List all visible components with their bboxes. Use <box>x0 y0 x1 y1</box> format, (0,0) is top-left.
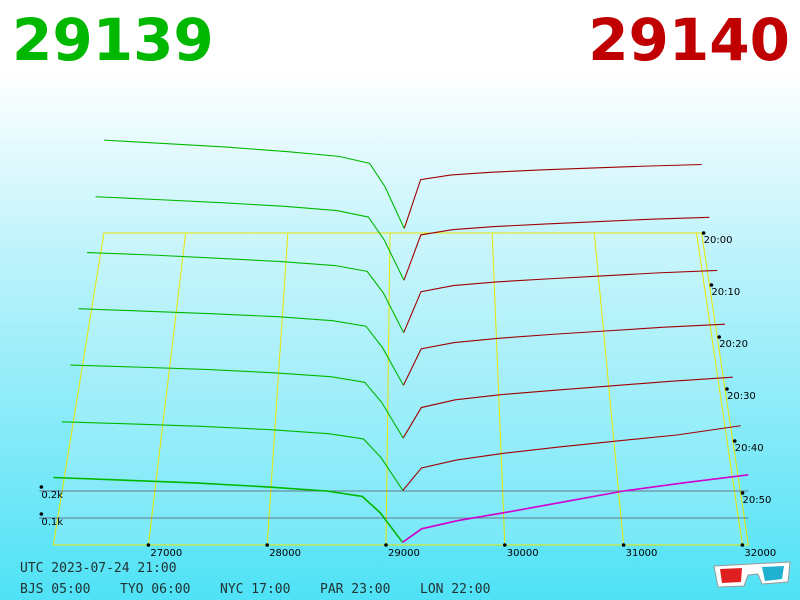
city-clock: TYO 06:00 <box>120 582 190 597</box>
tick-mark <box>621 543 626 547</box>
price-tick-label: 30000 <box>507 548 539 559</box>
time-tick-label: 20:10 <box>711 287 740 298</box>
bid-depth-line <box>87 251 405 333</box>
price-tick-label: 29000 <box>388 548 420 559</box>
tick-mark <box>39 512 44 516</box>
floor-grid-line <box>491 232 506 546</box>
tick-mark <box>732 439 737 443</box>
plot: 27000 28000 29000 30000 31000 32000 0.1k 0.2k 20… <box>39 139 776 559</box>
bid-depth-line <box>61 421 404 491</box>
ask-depth-line <box>402 376 733 439</box>
city-clock: BJS 05:00 <box>20 582 90 597</box>
tick-mark <box>39 485 44 489</box>
floor-grid-line <box>266 232 289 546</box>
tick-mark <box>146 543 151 547</box>
price-tick-label: 31000 <box>626 548 658 559</box>
depth-tick-label: 0.2k <box>41 490 63 501</box>
floor <box>52 232 749 546</box>
time-tick-label: 20:30 <box>727 391 756 402</box>
clocks: BJS 05:00 TYO 06:00 NYC 17:00 PAR 23:00 LON … <box>20 582 490 597</box>
tick-mark <box>701 231 706 235</box>
depth-tick-label: 0.1k <box>41 517 63 528</box>
city-clock: PAR 23:00 <box>320 582 390 597</box>
floor-grid-line <box>147 232 187 546</box>
ask-depth-line <box>402 425 741 491</box>
time-tick-label: 20:20 <box>719 339 748 350</box>
3d-glasses-icon <box>713 561 791 588</box>
bid-depth-line <box>78 308 404 386</box>
tick-mark <box>725 387 729 391</box>
tick-mark <box>265 543 270 547</box>
bid-depth-line <box>70 364 404 439</box>
floor-grid-line <box>593 232 625 546</box>
ask-depth-line <box>403 163 702 229</box>
floor-grid-line <box>696 232 743 546</box>
bid-depth-line <box>95 196 405 281</box>
time-tick-label: 20:00 <box>704 235 733 246</box>
tick-mark <box>740 543 745 547</box>
floor-grid-line <box>385 232 391 546</box>
tick-mark <box>717 335 721 339</box>
best-bid: 29139 <box>12 6 214 74</box>
best-ask: 29140 <box>588 6 790 74</box>
price-tick-label: 28000 <box>269 548 301 559</box>
tick-mark <box>740 491 745 495</box>
ask-depth-line <box>403 216 710 281</box>
time-tick-label: 20:50 <box>743 495 772 506</box>
price-tick-label: 27000 <box>150 548 182 559</box>
city-clock: NYC 17:00 <box>220 582 290 597</box>
ask-depth-line <box>403 269 718 333</box>
bid-depth-line <box>53 476 404 543</box>
ask-depth-line <box>402 323 726 386</box>
tick-mark <box>709 283 714 287</box>
utc-time: UTC 2023-07-24 21:00 <box>20 561 177 576</box>
bid-depth-line <box>103 139 405 229</box>
city-clock: LON 22:00 <box>420 582 490 597</box>
tick-mark <box>503 543 507 547</box>
ask-depth-line <box>402 474 749 543</box>
time-tick-label: 20:40 <box>735 443 764 454</box>
price-tick-label: 32000 <box>744 548 776 559</box>
tick-mark <box>384 543 388 547</box>
